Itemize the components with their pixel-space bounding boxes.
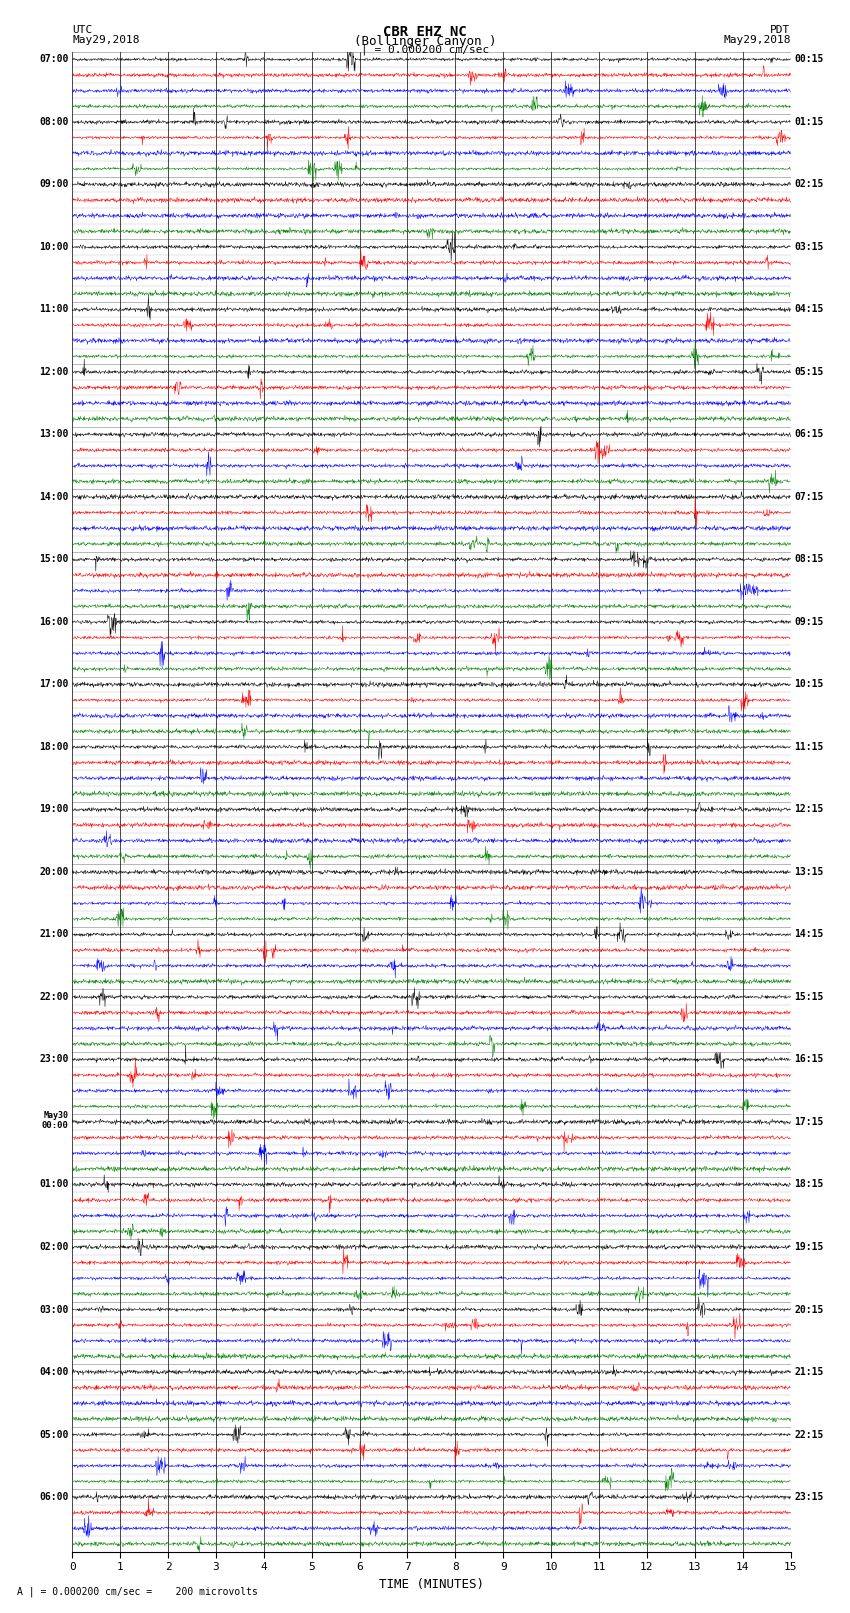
Text: 00:15: 00:15 (794, 55, 824, 65)
Text: May29,2018: May29,2018 (72, 35, 139, 45)
Text: 07:00: 07:00 (39, 55, 69, 65)
Text: 16:15: 16:15 (794, 1055, 824, 1065)
Text: A | = 0.000200 cm/sec =    200 microvolts: A | = 0.000200 cm/sec = 200 microvolts (17, 1586, 258, 1597)
Text: 01:00: 01:00 (39, 1179, 69, 1189)
Text: 05:15: 05:15 (794, 366, 824, 377)
Text: 08:15: 08:15 (794, 555, 824, 565)
Text: 15:00: 15:00 (39, 555, 69, 565)
Text: 06:00: 06:00 (39, 1492, 69, 1502)
Text: 20:15: 20:15 (794, 1305, 824, 1315)
Text: 03:00: 03:00 (39, 1305, 69, 1315)
Text: 21:00: 21:00 (39, 929, 69, 939)
Text: 10:15: 10:15 (794, 679, 824, 689)
Text: 14:00: 14:00 (39, 492, 69, 502)
X-axis label: TIME (MINUTES): TIME (MINUTES) (379, 1578, 484, 1590)
Text: 11:00: 11:00 (39, 305, 69, 315)
Text: 20:00: 20:00 (39, 866, 69, 877)
Text: 04:00: 04:00 (39, 1366, 69, 1378)
Text: 19:15: 19:15 (794, 1242, 824, 1252)
Text: 01:15: 01:15 (794, 116, 824, 127)
Text: (Bollinger Canyon ): (Bollinger Canyon ) (354, 35, 496, 48)
Text: 23:00: 23:00 (39, 1055, 69, 1065)
Text: 02:15: 02:15 (794, 179, 824, 189)
Text: 13:15: 13:15 (794, 866, 824, 877)
Text: May30: May30 (43, 1111, 69, 1121)
Text: CBR EHZ NC: CBR EHZ NC (383, 24, 467, 39)
Text: 09:15: 09:15 (794, 616, 824, 627)
Text: 21:15: 21:15 (794, 1366, 824, 1378)
Text: 19:00: 19:00 (39, 805, 69, 815)
Text: 18:15: 18:15 (794, 1179, 824, 1189)
Text: 14:15: 14:15 (794, 929, 824, 939)
Text: 22:00: 22:00 (39, 992, 69, 1002)
Text: UTC: UTC (72, 24, 93, 35)
Text: 11:15: 11:15 (794, 742, 824, 752)
Text: 23:15: 23:15 (794, 1492, 824, 1502)
Text: 13:00: 13:00 (39, 429, 69, 439)
Text: 07:15: 07:15 (794, 492, 824, 502)
Text: 22:15: 22:15 (794, 1429, 824, 1439)
Text: 00:00: 00:00 (42, 1121, 69, 1129)
Text: 17:15: 17:15 (794, 1116, 824, 1127)
Text: 18:00: 18:00 (39, 742, 69, 752)
Text: 02:00: 02:00 (39, 1242, 69, 1252)
Text: PDT: PDT (770, 24, 790, 35)
Text: 15:15: 15:15 (794, 992, 824, 1002)
Text: 05:00: 05:00 (39, 1429, 69, 1439)
Text: | = 0.000200 cm/sec: | = 0.000200 cm/sec (361, 44, 489, 55)
Text: 16:00: 16:00 (39, 616, 69, 627)
Text: 12:15: 12:15 (794, 805, 824, 815)
Text: 06:15: 06:15 (794, 429, 824, 439)
Text: 03:15: 03:15 (794, 242, 824, 252)
Text: 17:00: 17:00 (39, 679, 69, 689)
Text: 10:00: 10:00 (39, 242, 69, 252)
Text: 09:00: 09:00 (39, 179, 69, 189)
Text: 12:00: 12:00 (39, 366, 69, 377)
Text: May29,2018: May29,2018 (723, 35, 791, 45)
Text: 04:15: 04:15 (794, 305, 824, 315)
Text: 08:00: 08:00 (39, 116, 69, 127)
